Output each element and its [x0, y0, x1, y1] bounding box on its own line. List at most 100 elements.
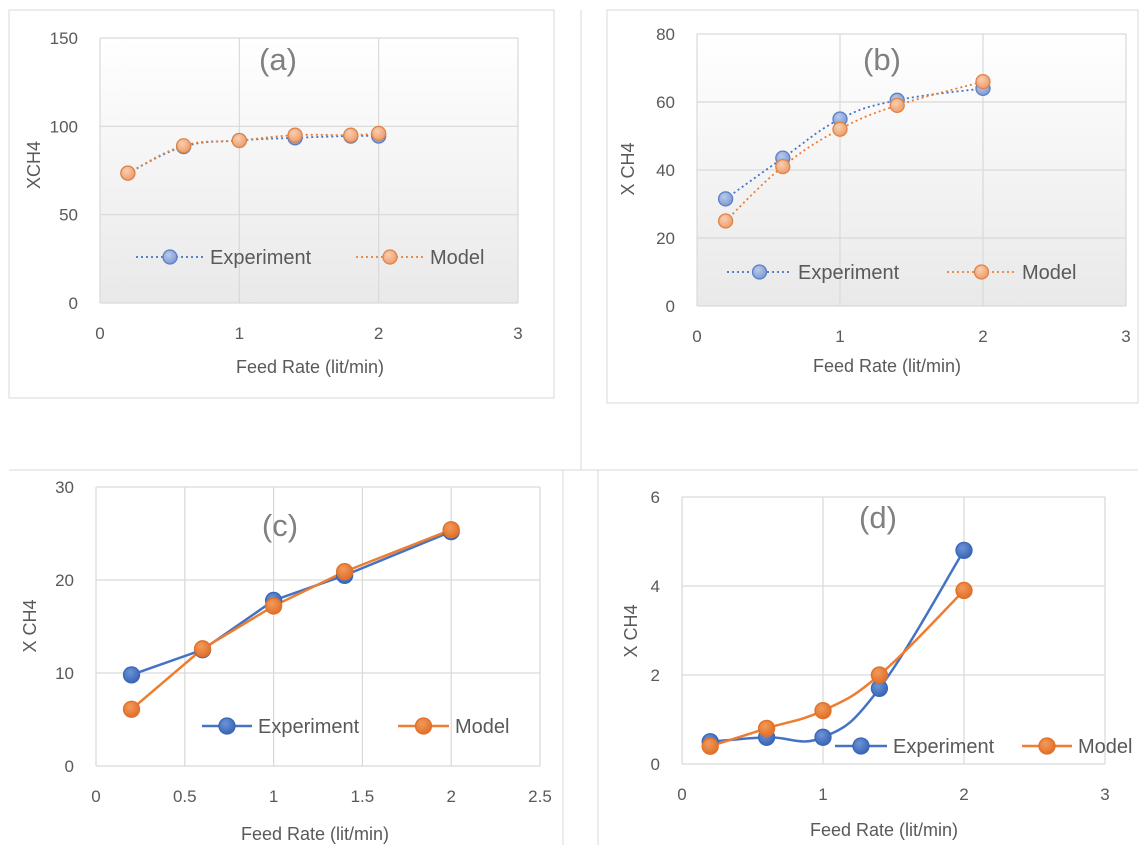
- x-tick-label: 0: [692, 327, 701, 346]
- chart-panel-c: 0 10 20 30 0 0.5 1 1.5 2 2.5 (c) Feed Rate (lit/min…: [20, 478, 552, 844]
- legend-label: Model: [1078, 736, 1132, 758]
- data-point-model: [870, 666, 889, 684]
- y-axis-title: X CH4: [20, 599, 40, 652]
- legend-label: Model: [1022, 262, 1076, 284]
- panel-b-frame: [606, 9, 1139, 404]
- data-point-model: [120, 165, 136, 181]
- series-line-experiment: [710, 549, 966, 743]
- y-tick-label: 150: [50, 29, 78, 48]
- x-tick-label: 2: [959, 785, 968, 804]
- chart-panel-b: 0 20 40 60 80 0 1 2 3 (b) Feed Rate (lit/min) X CH4…: [618, 25, 1131, 376]
- data-point-model: [264, 597, 283, 615]
- x-tick-label: 0.5: [173, 787, 197, 806]
- data-point-model: [975, 73, 991, 90]
- y-tick-label: 50: [59, 206, 78, 225]
- data-point-model: [814, 701, 832, 720]
- legend-marker-model: [414, 717, 433, 735]
- y-tick-label: 20: [656, 229, 675, 248]
- x-tick-label: 0: [95, 324, 104, 343]
- legend-marker-experiment: [162, 249, 178, 265]
- y-tick-label: 30: [55, 478, 74, 497]
- data-point-model: [775, 158, 791, 175]
- legend-label: Experiment: [210, 247, 312, 269]
- x-tick-label: 2: [374, 324, 383, 343]
- x-tick-label: 3: [1121, 327, 1130, 346]
- y-axis-title: X CH4: [618, 142, 638, 195]
- panel-label: (a): [259, 42, 297, 77]
- x-axis-title: Feed Rate (lit/min): [241, 824, 389, 844]
- data-point-experiment: [717, 191, 734, 207]
- data-point-model: [442, 521, 460, 539]
- data-point-model: [343, 127, 359, 143]
- x-tick-label: 2.5: [528, 787, 552, 806]
- y-tick-label: 80: [656, 25, 675, 44]
- x-tick-label: 0: [91, 787, 100, 806]
- legend-label: Experiment: [893, 736, 995, 758]
- y-tick-label: 10: [55, 664, 74, 683]
- legend-label: Model: [430, 247, 484, 269]
- y-axis-title: X CH4: [621, 604, 641, 657]
- data-point-model: [193, 640, 212, 658]
- plot-area: [682, 497, 1105, 764]
- x-tick-label: 3: [1100, 785, 1109, 804]
- x-tick-label: 2: [446, 787, 455, 806]
- y-tick-label: 2: [651, 666, 660, 685]
- y-tick-label: 60: [656, 93, 675, 112]
- legend-label: Experiment: [798, 262, 900, 284]
- data-point-model: [717, 213, 734, 229]
- x-axis-title: Feed Rate (lit/min): [236, 357, 384, 377]
- data-point-model: [231, 132, 247, 149]
- y-tick-label: 0: [651, 755, 660, 774]
- legend-marker-model: [973, 264, 990, 280]
- legend-label: Model: [455, 716, 509, 738]
- data-point-experiment: [955, 541, 973, 560]
- panel-label: (d): [859, 500, 897, 535]
- data-point-model: [889, 97, 905, 114]
- y-tick-label: 6: [651, 488, 660, 507]
- x-axis-title: Feed Rate (lit/min): [813, 356, 961, 376]
- y-tick-label: 100: [50, 117, 78, 136]
- x-axis-title: Feed Rate (lit/min): [810, 820, 958, 840]
- legend-marker-model: [382, 249, 398, 265]
- x-tick-label: 1: [818, 785, 827, 804]
- data-point-experiment: [122, 666, 141, 684]
- legend-marker-model: [1038, 737, 1056, 755]
- x-tick-label: 1.5: [351, 787, 375, 806]
- y-tick-label: 0: [666, 297, 675, 316]
- legend-marker-experiment: [218, 717, 236, 735]
- y-tick-label: 40: [656, 161, 675, 180]
- panel-label: (b): [863, 42, 901, 77]
- x-tick-label: 3: [513, 324, 522, 343]
- series-line-model: [724, 80, 984, 222]
- data-point-model: [287, 127, 303, 143]
- chart-panel-d: 0 2 4 6 0 1 2 3 (d) Feed Rate (lit/min) X CH4 Exper…: [621, 488, 1132, 840]
- x-tick-label: 2: [978, 327, 987, 346]
- data-point-model: [371, 125, 387, 142]
- series-line-experiment: [725, 87, 984, 200]
- y-tick-label: 0: [65, 757, 74, 776]
- x-tick-label: 0: [677, 785, 686, 804]
- data-point-model: [122, 700, 141, 718]
- data-point-model: [757, 719, 776, 738]
- x-tick-label: 1: [835, 327, 844, 346]
- plot-area: [96, 487, 540, 766]
- x-tick-label: 1: [235, 324, 244, 343]
- data-point-experiment: [814, 728, 832, 746]
- legend-label: Experiment: [258, 716, 360, 738]
- chart-panel-a: 0 50 100 150 0 1 2 3 (a) Feed Rate (lit/min) XCH4 E…: [24, 29, 523, 377]
- data-point-model: [701, 737, 719, 755]
- x-tick-label: 1: [269, 787, 278, 806]
- data-point-model: [832, 121, 848, 137]
- panel-a-frame: [8, 9, 555, 399]
- y-tick-label: 0: [69, 294, 78, 313]
- panel-label: (c): [262, 508, 298, 543]
- y-tick-label: 4: [651, 577, 660, 596]
- data-point-model: [175, 138, 192, 154]
- data-point-model: [335, 562, 354, 581]
- legend-marker-experiment: [852, 737, 870, 755]
- y-tick-label: 20: [55, 571, 74, 590]
- legend-marker-experiment: [751, 264, 768, 280]
- data-point-model: [955, 581, 973, 600]
- y-axis-title: XCH4: [24, 141, 44, 189]
